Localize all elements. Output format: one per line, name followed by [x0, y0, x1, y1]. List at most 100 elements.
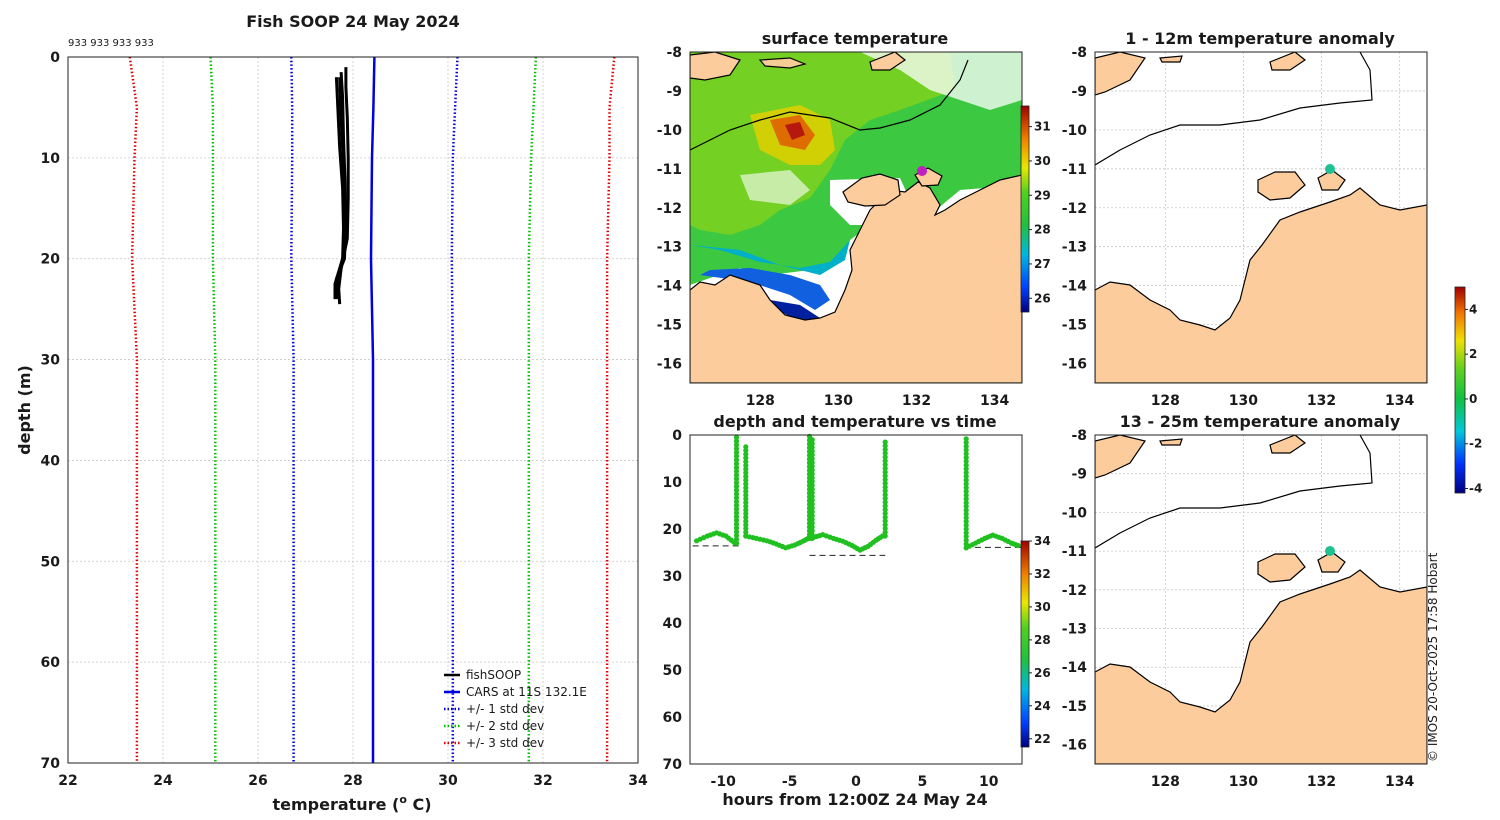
cast-point-5-6: [963, 458, 969, 464]
anom-13-25-map: [1095, 435, 1427, 764]
timeseries-panel: depth and temperature vs time -10 -5 0 5 10 0…: [663, 412, 1051, 809]
legend-1std: +/- 1 std dev: [466, 702, 544, 716]
cast-point-0-10: [733, 472, 740, 478]
cast-point-0-26: [733, 532, 740, 539]
lat-tick--12: -12: [1062, 583, 1087, 599]
timeseries-title: depth and temperature vs time: [713, 412, 996, 431]
ts-y-tick-20: 20: [663, 522, 683, 538]
ts-y-tick-30: 30: [663, 569, 683, 585]
cast-point-5-22: [963, 518, 969, 525]
sst-colorbar-ticks: 26 27 28 29 30 31: [1029, 120, 1051, 305]
lon-tick-134: 134: [980, 393, 1009, 409]
cast-point-3-14: [809, 490, 815, 496]
sst-map-panel: surface temperature 128 130 132 134-: [657, 29, 1051, 409]
lat-tick--16: -16: [1062, 738, 1087, 754]
cast-point-0-14: [733, 487, 740, 493]
cast-point-4-7: [882, 465, 888, 471]
cast-point-3-15: [809, 494, 815, 500]
xlabel-end: C): [407, 795, 432, 814]
cast-point-4-12: [882, 484, 888, 490]
lon-tick-128: 128: [1151, 393, 1180, 409]
cast-point-4-20: [882, 514, 888, 520]
cast-point-5-16: [963, 496, 969, 502]
cast-point-3-13: [809, 486, 815, 492]
cast-point-4-0: [882, 439, 888, 445]
x-tick-30: 30: [438, 773, 458, 789]
cast-point-5-14: [963, 488, 969, 494]
cast-point-5-3: [963, 447, 969, 453]
sst-map-marker: [917, 166, 927, 176]
cast-point-4-21: [882, 518, 888, 524]
cast-point-0-6: [733, 457, 740, 463]
lat-tick--8: -8: [666, 45, 682, 61]
y-tick-50: 50: [41, 554, 61, 570]
cast-point-1-0: [743, 444, 749, 450]
profile-grid: [67, 56, 639, 764]
lat-tick--13: -13: [1062, 622, 1087, 638]
lat-tick--10: -10: [1062, 123, 1088, 139]
cast-point-4-10: [882, 477, 888, 483]
cast-point-3-24: [809, 528, 815, 534]
sst-map-ticks: 128 130 132 134 -8 -9 -10 -11 -12 -13 -14 -15 -16: [657, 45, 1010, 409]
cast-point-0-12: [733, 480, 740, 486]
anom-13-25-panel: 13 - 25m temperature anomaly 128 130 132 13…: [1062, 412, 1428, 790]
timeseries-colorbar: [1020, 540, 1030, 748]
cast-point-3-16: [809, 497, 815, 503]
y-tick-30: 30: [41, 353, 61, 369]
lat-tick--14: -14: [1062, 660, 1088, 676]
std-upper-3: [527, 56, 538, 763]
legend-cars: CARS at 11S 132.1E: [466, 685, 587, 699]
cb-tick-26: 26: [1034, 666, 1051, 680]
std-upper-2: [450, 56, 459, 763]
cast-point-5-20: [963, 511, 969, 517]
std-lower-4: [128, 56, 139, 763]
anom-1-12-axes-box: [1094, 51, 1428, 384]
cast-point-0-8: [733, 465, 740, 471]
cast-point-0-17: [733, 499, 740, 505]
cast-point-0-24: [733, 525, 740, 531]
lat-tick--9: -9: [666, 84, 682, 100]
lat-tick--11: -11: [657, 162, 682, 178]
cast-point-5-26: [963, 533, 969, 540]
cast-point-3-19: [809, 509, 815, 515]
cast-point-5-1: [963, 439, 969, 446]
timeseries-ticks: -10 -5 0 5 10 0 10 20 30 40 50 60 70: [663, 428, 999, 790]
lat-tick--11: -11: [1062, 544, 1087, 560]
cast-point-1-7: [743, 470, 749, 476]
lat-tick--9: -9: [1071, 467, 1087, 483]
cast-point-3-25: [809, 532, 815, 538]
anom-13-25-axes-box: [1094, 434, 1428, 765]
cast-point-3-4: [809, 452, 815, 458]
ts-y-tick-10: 10: [663, 475, 683, 491]
cast-point-5-11: [963, 477, 969, 483]
anomaly-colorbar-group: -4 -2 0 2 4: [1454, 286, 1482, 496]
lon-tick-134: 134: [1385, 393, 1414, 409]
lat-tick--16: -16: [1062, 357, 1087, 373]
cast-point-0-18: [733, 502, 740, 508]
cast-point-4-8: [882, 469, 888, 475]
profile-axes-box: [67, 56, 639, 764]
cast-point-5-23: [963, 522, 969, 528]
anom-1-12-map: [1095, 52, 1427, 383]
ts-x-tick--10: -10: [711, 774, 737, 790]
lon-tick-130: 130: [824, 393, 853, 409]
cast-point-3-22: [809, 520, 815, 526]
cast-point-3-8: [809, 467, 815, 473]
cast-point-5-4: [963, 451, 969, 457]
cast-point-3-2: [809, 444, 815, 450]
cast-point-3-20: [809, 513, 815, 519]
cast-point-0-28: [733, 540, 740, 546]
cb-tick-28: 28: [1034, 223, 1051, 237]
cast-point-1-3: [743, 455, 749, 461]
cast-point-3-1: [809, 440, 815, 447]
cast-point-5-9: [963, 470, 969, 476]
x-tick-28: 28: [343, 773, 362, 789]
lon-tick-128: 128: [1151, 774, 1180, 790]
lat-tick--13: -13: [657, 240, 682, 256]
std-lower-2: [290, 56, 295, 763]
cb-tick--2: -2: [1469, 437, 1482, 451]
cast-point-4-18: [882, 507, 888, 513]
timeseries-axes-box: [689, 434, 1023, 765]
cast-point-5-12: [963, 481, 969, 487]
cb-tick-31: 31: [1034, 120, 1051, 134]
